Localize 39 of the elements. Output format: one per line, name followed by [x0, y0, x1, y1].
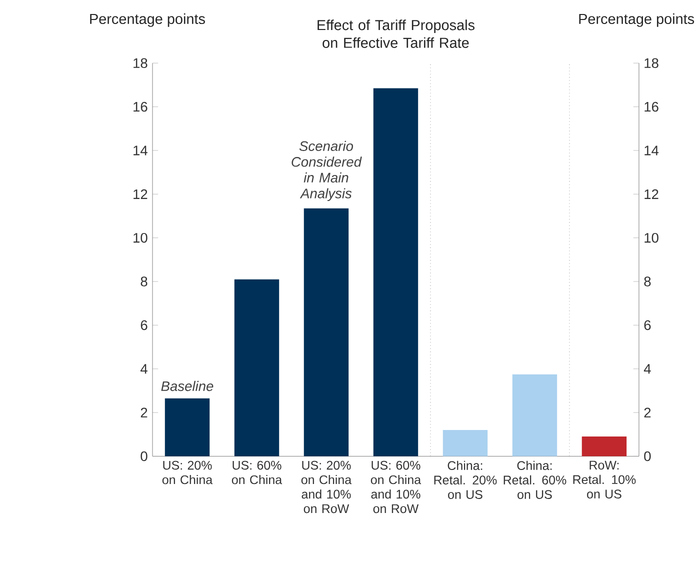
- bar: [164, 398, 210, 456]
- y2-tick-label: 18: [644, 58, 658, 68]
- y2-tick-label: 16: [644, 102, 658, 112]
- y-tick-label: 18: [134, 58, 148, 68]
- y2-axis-title: Percentage points: [579, 14, 694, 28]
- bar: [373, 88, 418, 456]
- annotation: Scenario Considered in Main Analysis: [292, 141, 362, 202]
- y-tick-label: 4: [140, 364, 148, 374]
- y2-tick-label: 4: [644, 364, 651, 374]
- bar: [304, 208, 349, 456]
- y-tick-label: 2: [140, 408, 148, 418]
- bar: [442, 430, 488, 456]
- annotation: Baseline: [161, 381, 214, 392]
- y-tick-label: 12: [134, 190, 148, 200]
- y2-tick-label: 0: [644, 452, 651, 462]
- x-tick-label: US: 60% on China: [232, 461, 282, 484]
- x-tick-label: US: 60% on China and 10% on RoW: [370, 461, 422, 514]
- bar: [582, 436, 627, 456]
- y2-tick-label: 14: [644, 146, 659, 156]
- bar: [512, 374, 558, 456]
- y-tick-label: 14: [134, 146, 148, 156]
- y-tick-label: 0: [140, 452, 148, 462]
- x-tick-label: US: 20% on China: [162, 461, 213, 484]
- y-axis-title: Percentage points: [90, 14, 205, 28]
- chart-title: Effect of Tariff Proposals on Effective Tariff Rate: [318, 20, 474, 48]
- x-tick-label: China: Retal. 20% on US: [434, 461, 497, 500]
- y2-tick-label: 10: [644, 233, 658, 243]
- y2-tick-label: 6: [644, 320, 651, 330]
- x-tick-label: China: Retal. 60% on US: [504, 461, 566, 500]
- y2-tick-label: 12: [644, 190, 658, 200]
- y2-tick-label: 2: [644, 408, 651, 418]
- x-tick-label: US: 20% on China and 10% on RoW: [301, 461, 352, 514]
- x-tick-label: RoW: Retal. 10% on US: [573, 461, 636, 499]
- y-tick-label: 16: [134, 102, 148, 112]
- y-tick-label: 10: [134, 233, 148, 243]
- y-tick-label: 8: [140, 276, 148, 287]
- y-tick-label: 6: [140, 320, 148, 330]
- bar: [234, 280, 280, 456]
- y2-tick-label: 8: [644, 276, 651, 287]
